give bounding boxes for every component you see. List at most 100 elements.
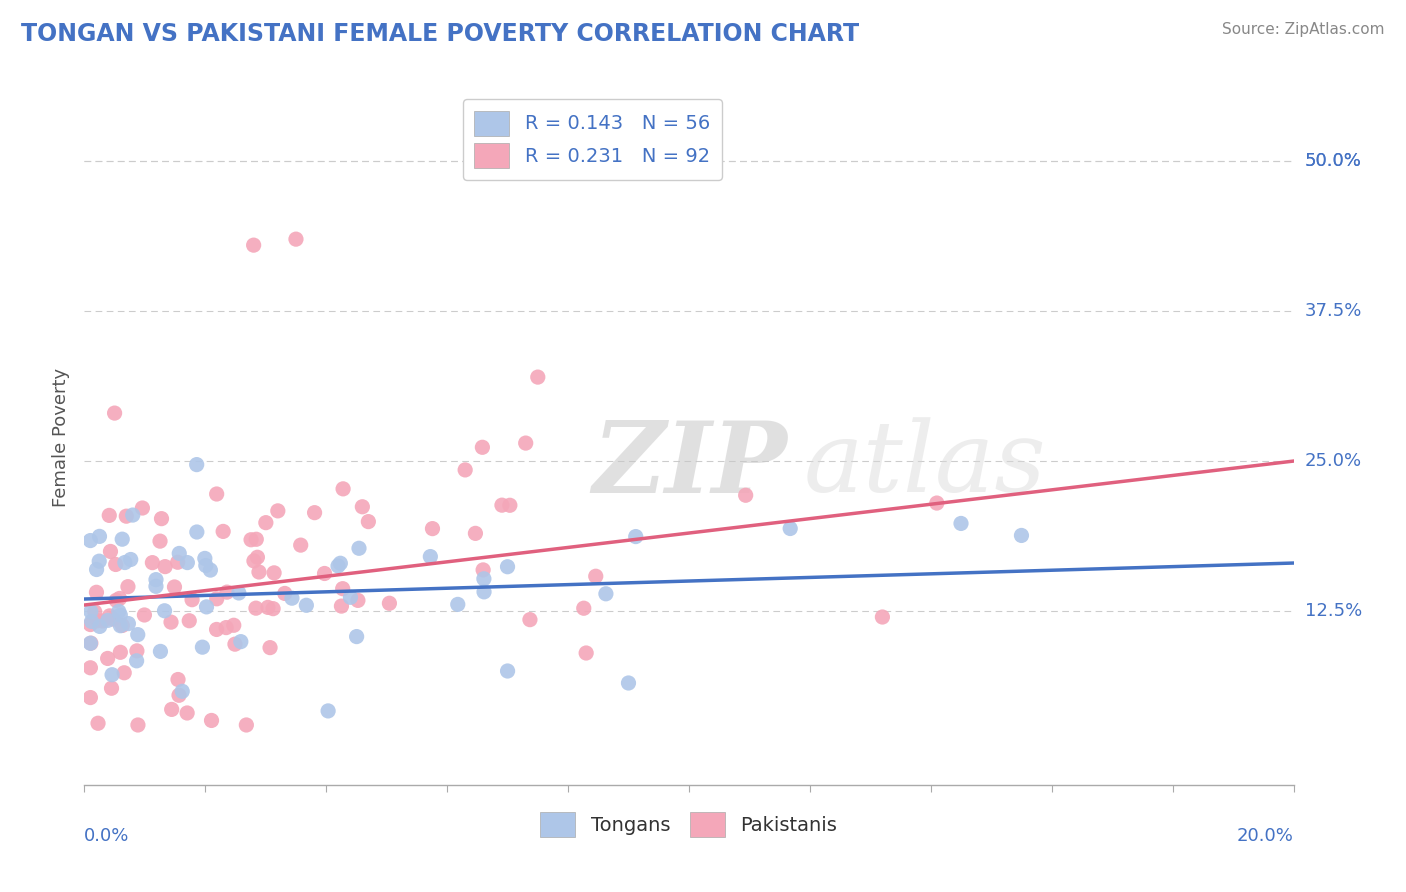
Point <box>205 623 228 637</box>
Point <box>145 579 167 593</box>
Point <box>87 716 110 731</box>
Point <box>86 614 108 628</box>
Point <box>172 684 194 698</box>
Point <box>110 645 132 659</box>
Point <box>496 664 519 678</box>
Point <box>108 591 131 606</box>
Point <box>153 604 176 618</box>
Point <box>86 585 108 599</box>
Point <box>624 530 647 544</box>
Point <box>200 563 222 577</box>
Point <box>186 524 208 539</box>
Point <box>585 569 607 583</box>
Point <box>89 529 111 543</box>
Point <box>79 617 101 632</box>
Point <box>259 640 281 655</box>
Point <box>240 533 263 547</box>
Point <box>200 714 222 728</box>
Point <box>925 496 948 510</box>
Point <box>519 613 541 627</box>
Point <box>205 487 228 501</box>
Point <box>326 558 349 573</box>
Text: 0.0%: 0.0% <box>84 827 129 845</box>
Point <box>224 637 246 651</box>
Point <box>86 562 108 576</box>
Point <box>471 440 494 454</box>
Point <box>166 555 188 569</box>
Point <box>127 627 149 641</box>
Point <box>79 533 101 548</box>
Point <box>205 591 228 606</box>
Y-axis label: Female Poverty: Female Poverty <box>52 368 70 507</box>
Point <box>110 608 132 623</box>
Point <box>150 511 173 525</box>
Point <box>346 630 368 644</box>
Point <box>79 690 101 705</box>
Point <box>464 526 486 541</box>
Point <box>262 601 284 615</box>
Point <box>160 702 183 716</box>
Point <box>80 615 103 629</box>
Point <box>422 522 444 536</box>
Point <box>472 572 495 586</box>
Point <box>215 621 238 635</box>
Point <box>125 644 148 658</box>
Point <box>153 559 176 574</box>
Point <box>222 618 245 632</box>
Point <box>104 406 127 420</box>
Point <box>212 524 235 539</box>
Point <box>617 676 640 690</box>
Point <box>114 556 136 570</box>
Point <box>872 610 894 624</box>
Point <box>304 506 326 520</box>
Point <box>83 605 105 619</box>
Point <box>176 706 198 720</box>
Text: 50.0%: 50.0% <box>1305 153 1361 170</box>
Point <box>160 615 183 629</box>
Point <box>149 534 172 549</box>
Point <box>112 665 135 680</box>
Point <box>329 556 352 570</box>
Point <box>330 599 353 613</box>
Point <box>134 607 156 622</box>
Point <box>595 587 617 601</box>
Point <box>97 651 120 665</box>
Point <box>515 436 537 450</box>
Point <box>105 593 128 607</box>
Legend: Tongans, Pakistanis: Tongans, Pakistanis <box>533 805 845 845</box>
Point <box>339 591 361 605</box>
Text: TONGAN VS PAKISTANI FEMALE POVERTY CORRELATION CHART: TONGAN VS PAKISTANI FEMALE POVERTY CORRE… <box>21 22 859 46</box>
Point <box>141 556 163 570</box>
Point <box>290 538 312 552</box>
Point <box>254 516 277 530</box>
Point <box>419 549 441 564</box>
Point <box>274 586 297 600</box>
Point <box>316 704 339 718</box>
Point <box>245 601 267 615</box>
Point <box>194 558 217 573</box>
Point <box>103 612 125 626</box>
Point <box>378 596 401 610</box>
Point <box>257 600 280 615</box>
Point <box>176 556 198 570</box>
Point <box>191 640 214 655</box>
Point <box>267 504 290 518</box>
Point <box>285 232 308 246</box>
Point <box>127 718 149 732</box>
Text: atlas: atlas <box>804 417 1046 513</box>
Point <box>263 566 285 580</box>
Point <box>229 634 252 648</box>
Point <box>181 592 204 607</box>
Point <box>295 599 318 613</box>
Point <box>100 681 122 696</box>
Point <box>120 552 142 566</box>
Point <box>111 532 134 546</box>
Point <box>1011 528 1033 542</box>
Point <box>491 498 513 512</box>
Point <box>80 636 103 650</box>
Point <box>163 580 186 594</box>
Text: ZIP: ZIP <box>592 417 787 513</box>
Point <box>149 644 172 658</box>
Point <box>215 585 238 599</box>
Point <box>496 559 519 574</box>
